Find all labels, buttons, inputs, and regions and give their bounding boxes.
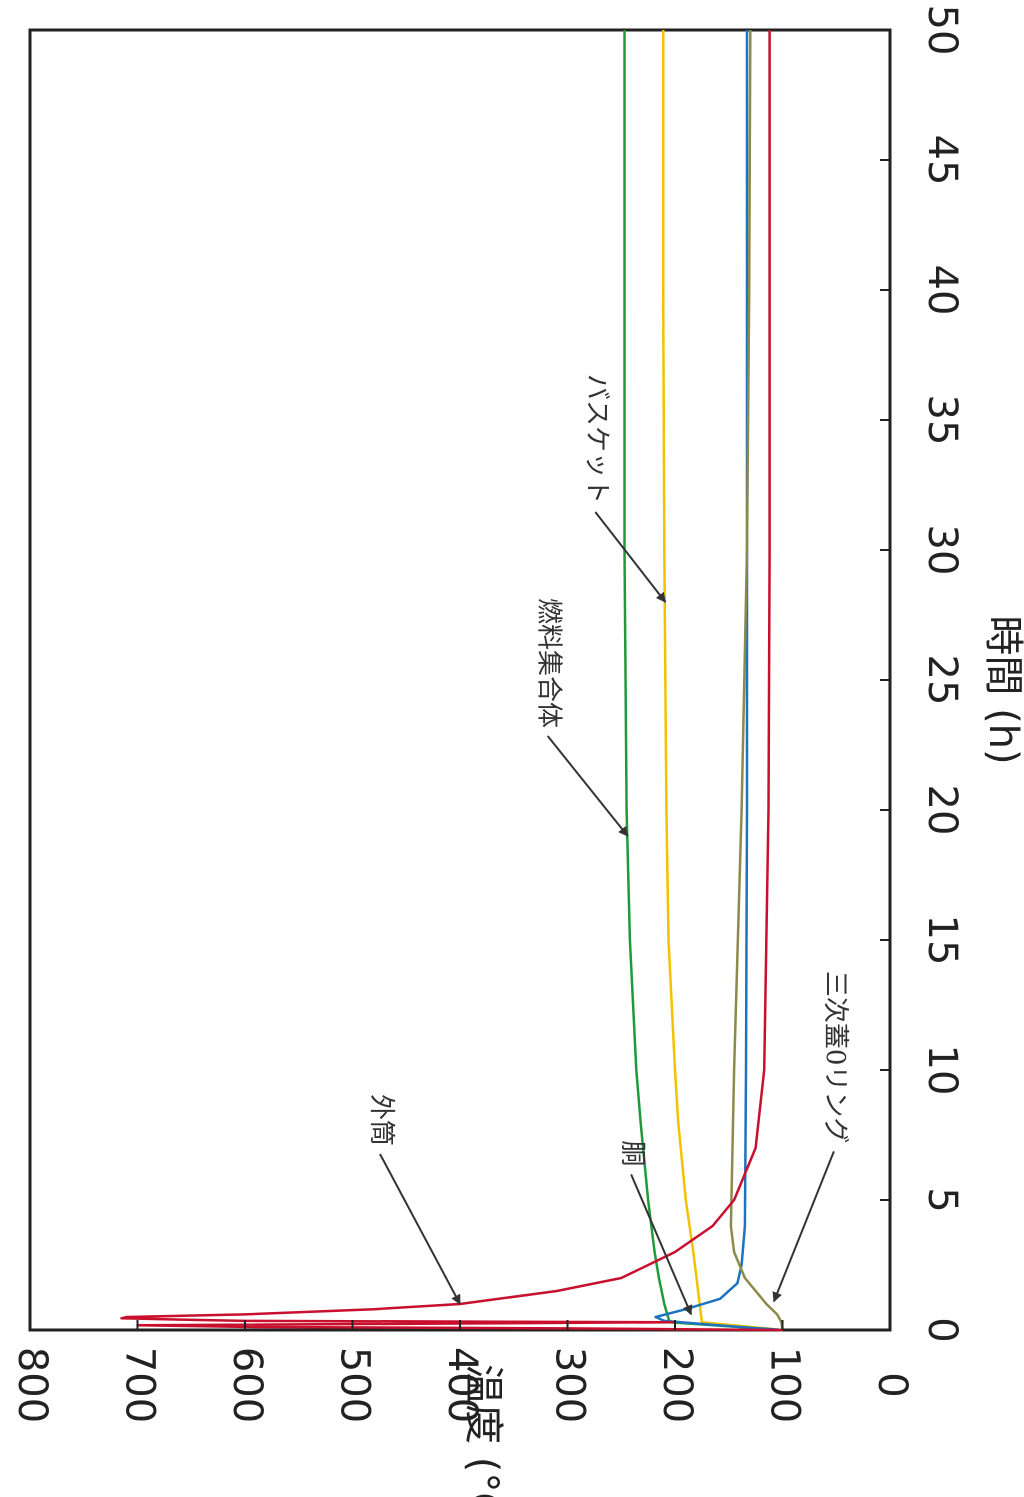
y-tick-label: 500 bbox=[332, 1347, 378, 1423]
annotation-label: バスケット bbox=[581, 374, 611, 504]
x-tick-label: 5 bbox=[919, 1187, 965, 1212]
x-axis-title: 時間 (h) bbox=[980, 615, 1024, 764]
annotation-label: 外筒 bbox=[366, 1094, 396, 1146]
annotation-arrow bbox=[379, 1153, 461, 1305]
x-tick-label: 45 bbox=[919, 135, 965, 186]
annotation-label: 胴 bbox=[617, 1140, 647, 1166]
annotation-arrow bbox=[546, 735, 629, 837]
x-tick-label: 10 bbox=[919, 1045, 965, 1096]
x-tick-label: 20 bbox=[919, 785, 965, 836]
x-tick-label: 50 bbox=[919, 5, 965, 56]
annotation-label: 燃料集合体 bbox=[534, 598, 564, 728]
x-tick-label: 30 bbox=[919, 525, 965, 576]
y-tick-label: 0 bbox=[869, 1372, 915, 1397]
x-tick-label: 15 bbox=[919, 915, 965, 966]
annotation-label: 三次蓋0リング bbox=[820, 971, 850, 1144]
y-tick-label: 300 bbox=[547, 1347, 593, 1423]
y-tick-label: 800 bbox=[9, 1347, 55, 1423]
y-tick-label: 700 bbox=[117, 1347, 163, 1423]
annotation-arrow bbox=[772, 1151, 835, 1303]
annotation-arrow bbox=[630, 1174, 693, 1316]
x-tick-label: 0 bbox=[919, 1317, 965, 1342]
annotation-layer: 外筒胴 三次蓋0リング 燃料集合体 バスケット bbox=[366, 374, 850, 1316]
y-tick-label: 200 bbox=[654, 1347, 700, 1423]
x-tick-label: 25 bbox=[919, 655, 965, 706]
x-tick-label: 40 bbox=[919, 265, 965, 316]
series-line bbox=[729, 29, 784, 1331]
plot-frame bbox=[28, 28, 892, 1332]
x-tick-label: 35 bbox=[919, 395, 965, 446]
y-tick-label: 600 bbox=[224, 1347, 270, 1423]
annotation-arrow bbox=[594, 511, 667, 603]
y-tick-label: 400 bbox=[439, 1347, 485, 1423]
tick-layer: 0510152025303540455001002003004005006007… bbox=[9, 5, 965, 1424]
y-axis-title: 温度 (°C) bbox=[460, 1364, 506, 1497]
y-tick-label: 100 bbox=[762, 1347, 808, 1423]
